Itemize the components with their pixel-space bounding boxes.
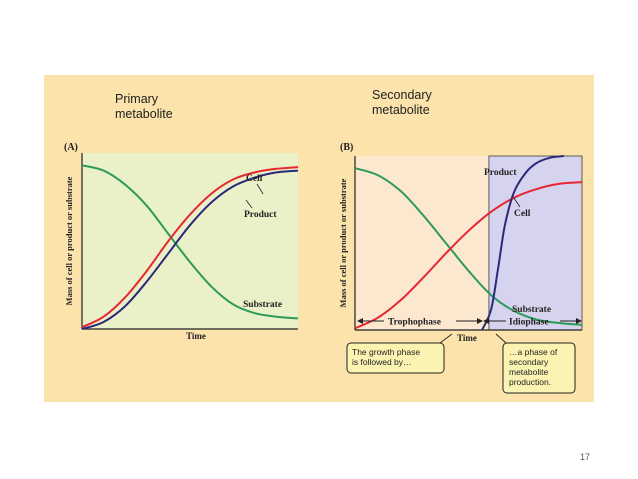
panel-b-cell-annotation: Cell [514, 209, 531, 219]
callout-growth-box [346, 342, 445, 374]
callout-line: production. [509, 377, 551, 387]
idiophase-label: Idiophase [509, 318, 549, 328]
panel-a-substrate-annotation: Substrate [243, 300, 282, 310]
callout-line: metabolite [509, 367, 548, 377]
panel-a-cell-line [81, 166, 299, 329]
panel-a-product-leader [245, 199, 253, 209]
panel-a-cell-annotation: Cell [246, 174, 263, 184]
panel-b-ylabel: Mass of cell or product or substrate [338, 178, 348, 307]
panel-b: (B) Mass of cell or product or substrate… [338, 142, 583, 394]
callout-idiophase-pointer [495, 333, 507, 344]
panel-a-product-annotation: Product [244, 210, 277, 220]
panel-b-product-annotation: Product [484, 168, 517, 178]
panel-b-label: (B) [340, 142, 353, 153]
callout-line: …a phase of [509, 347, 558, 357]
callout-growth-text: The growth phase is followed by… [352, 347, 420, 367]
panel-a-substrate-line [81, 164, 299, 320]
page-number: 17 [580, 452, 591, 462]
panel-a-xlabel: Time [186, 331, 206, 341]
callout-idiophase-text: …a phase of secondary metabolite production… [509, 347, 558, 387]
callout-line: The growth phase [352, 347, 420, 357]
callout-line: is followed by… [352, 357, 412, 367]
panel-b-idiophase-region [488, 155, 583, 331]
panel-a-cell-leader [256, 183, 264, 195]
panel-a-plot-background [82, 153, 298, 329]
callout-growth-pointer [439, 333, 453, 344]
panel-a-ylabel: Mass of cell or product or substrate [64, 176, 74, 305]
callout-idiophase-box [502, 342, 576, 394]
callout-line: secondary [509, 357, 549, 367]
panel-b-product-line [481, 155, 564, 331]
panel-b-xlabel: Time [457, 333, 477, 343]
panel-a: (A) Mass of cell or product or substrate… [64, 142, 299, 341]
panel-b-substrate-annotation: Substrate [512, 305, 551, 315]
panel-b-cell-leader [513, 197, 521, 208]
trophophase-label: Trophophase [388, 318, 441, 328]
panel-a-product-line [81, 169, 299, 330]
primary-metabolite-heading: Primary metabolite [115, 92, 173, 121]
secondary-metabolite-heading: Secondary metabolite [372, 88, 432, 117]
panel-a-label: (A) [64, 142, 78, 153]
panel-b-cell-line [354, 181, 583, 330]
panel-b-substrate-line [354, 167, 583, 326]
panel-b-trophophase-region [355, 156, 489, 330]
